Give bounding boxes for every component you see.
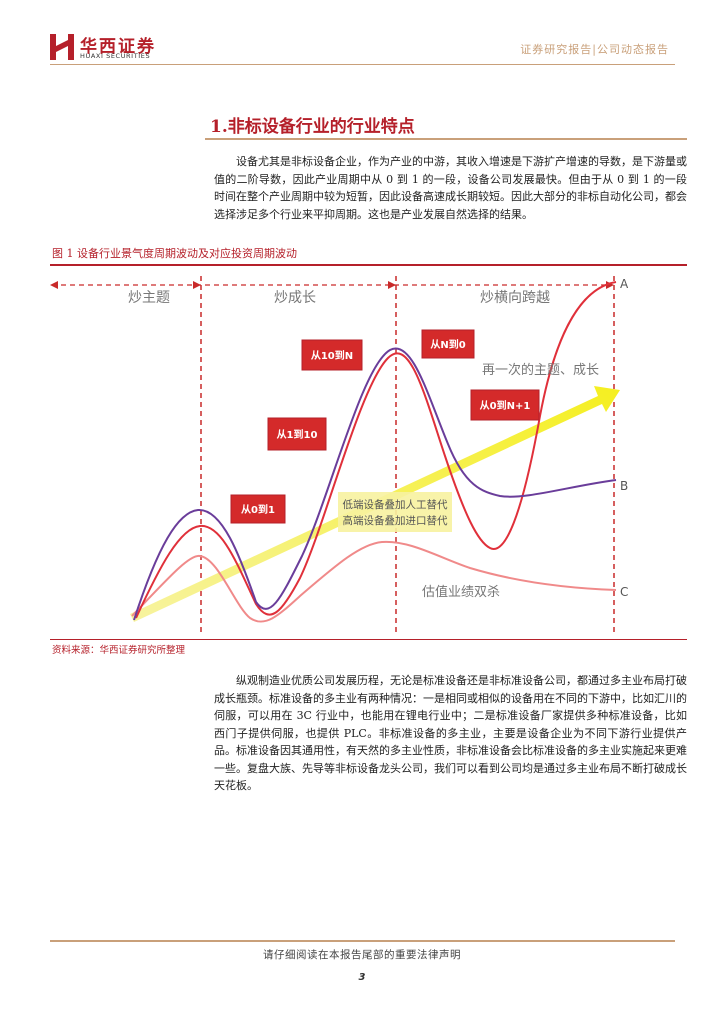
substitution-line-1: 低端设备叠加人工替代 bbox=[343, 498, 448, 511]
header-divider bbox=[50, 64, 675, 65]
report-type: 证券研究报告|公司动态报告 bbox=[520, 43, 669, 56]
stage-box-0-1: 从0到1 bbox=[230, 494, 286, 524]
page-header: 华西证券 HUAXI SECURITIES 证券研究报告|公司动态报告 bbox=[0, 0, 724, 75]
stage-box-0-n1: 从0到N+1 bbox=[470, 389, 540, 421]
logo-name-cn: 华西证券 bbox=[80, 37, 156, 57]
section-title: 1.非标设备行业的行业特点 bbox=[210, 117, 415, 137]
section-divider bbox=[205, 138, 687, 140]
logo-name-en: HUAXI SECURITIES bbox=[80, 52, 151, 60]
phase-arrow-left-head bbox=[50, 281, 58, 289]
figure-top-rule bbox=[50, 264, 687, 266]
figure-caption: 图 1 设备行业景气度周期波动及对应投资周期波动 bbox=[52, 247, 297, 260]
figure-source: 资料来源：华西证券研究所整理 bbox=[52, 645, 186, 656]
phase-label-theme: 炒主题 bbox=[128, 290, 170, 306]
end-label-a: A bbox=[620, 277, 629, 291]
stage-box-0-n1-label: 从0到N+1 bbox=[480, 399, 531, 412]
phase-arrow-head-1 bbox=[193, 281, 201, 289]
phase-label-growth: 炒成长 bbox=[274, 290, 316, 306]
trend-note: 再一次的主题、成长 bbox=[482, 362, 599, 378]
substitution-note: 低端设备叠加人工替代 高端设备叠加进口替代 bbox=[338, 492, 452, 532]
stage-box-0-1-label: 从0到1 bbox=[241, 503, 275, 516]
body-paragraph: 纵观制造业优质公司发展历程，无论是标准设备还是非标准设备公司，都通过多主业布局打… bbox=[214, 674, 687, 792]
intro-paragraph: 设备尤其是非标设备企业，作为产业的中游，其收入增速是下游扩产增速的导数，是下游量… bbox=[214, 155, 687, 221]
stage-box-n-0-label: 从N到0 bbox=[430, 338, 465, 351]
stage-box-n-0: 从N到0 bbox=[421, 329, 475, 359]
phase-arrow-head-2 bbox=[388, 281, 396, 289]
page-number: 3 bbox=[358, 972, 366, 983]
stage-box-1-10: 从1到10 bbox=[267, 417, 327, 451]
legal-disclaimer: 请仔细阅读在本报告尾部的重要法律声明 bbox=[263, 949, 461, 961]
phase-arrow-head-3 bbox=[606, 281, 614, 289]
stage-box-10-n-label: 从10到N bbox=[311, 349, 353, 362]
curve-purple bbox=[133, 347, 617, 621]
curve-pink bbox=[131, 540, 617, 623]
stage-box-10-n: 从10到N bbox=[301, 339, 363, 371]
end-label-b: B bbox=[620, 479, 628, 493]
stage-box-1-10-label: 从1到10 bbox=[277, 428, 318, 441]
curve-red bbox=[135, 281, 617, 619]
valuation-note: 估值业绩双杀 bbox=[422, 584, 500, 600]
figure-bottom-rule bbox=[50, 639, 687, 640]
end-label-c: C bbox=[620, 585, 628, 599]
huaxi-logo-icon bbox=[50, 34, 74, 60]
phase-label-cross: 炒横向跨越 bbox=[480, 290, 550, 306]
substitution-line-2: 高端设备叠加进口替代 bbox=[343, 514, 448, 527]
cycle-diagram: 炒主题 炒成长 炒横向跨越 从0到1 从1到10 从10到N 从N到0 从0到N… bbox=[50, 276, 629, 634]
footer-divider bbox=[50, 940, 675, 942]
